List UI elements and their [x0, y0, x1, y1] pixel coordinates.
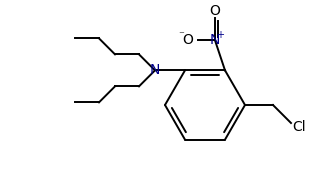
- Text: Cl: Cl: [292, 120, 306, 134]
- Text: ⁻: ⁻: [178, 30, 184, 40]
- Text: N: N: [210, 33, 220, 47]
- Text: O: O: [182, 33, 193, 47]
- Text: O: O: [209, 4, 220, 18]
- Text: +: +: [216, 30, 224, 40]
- Text: N: N: [150, 63, 160, 77]
